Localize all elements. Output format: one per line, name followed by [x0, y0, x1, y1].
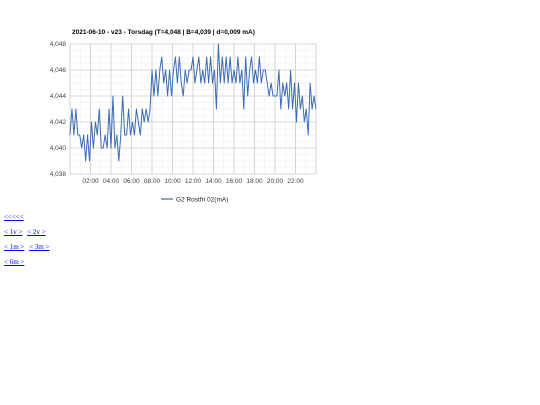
- y-tick-label: 4,048: [50, 41, 67, 48]
- y-tick-label: 4,038: [50, 171, 67, 178]
- line-chart: 2021-06-10 - v23 - Torsdag (T=4,048 | B=…: [50, 29, 317, 204]
- y-tick-label: 4,046: [50, 67, 67, 74]
- y-tick-label: 4,044: [50, 93, 67, 100]
- x-tick-label: 04:00: [103, 178, 120, 185]
- nav-link-2v[interactable]: < 2v >: [27, 228, 46, 236]
- nav-link-3m[interactable]: < 3m >: [29, 243, 50, 251]
- nav-row-4: < 6m >: [4, 258, 27, 266]
- x-tick-label: 22:00: [287, 178, 304, 185]
- chart-title: 2021-06-10 - v23 - Torsdag (T=4,048 | B=…: [72, 29, 255, 36]
- nav-link-1m[interactable]: < 1m >: [4, 243, 25, 251]
- x-tick-label: 20:00: [267, 178, 284, 185]
- y-tick-label: 4,042: [50, 119, 67, 126]
- x-tick-label: 14:00: [205, 178, 222, 185]
- x-tick-label: 06:00: [123, 178, 140, 185]
- y-tick-label: 4,040: [50, 145, 67, 152]
- x-tick-label: 16:00: [226, 178, 243, 185]
- x-tick-label: 02:00: [82, 178, 99, 185]
- x-tick-label: 08:00: [144, 178, 161, 185]
- nav-row-3: < 1m > < 3m >: [4, 243, 52, 251]
- y-axis: 4,038 4,040 4,042 4,044 4,046 4,048: [50, 41, 67, 178]
- nav-row-2: < 1v > < 2v >: [4, 228, 49, 236]
- legend-label: G2 Rostfri 02(mA): [176, 197, 228, 204]
- series-line: [69, 43, 317, 162]
- x-tick-label: 12:00: [185, 178, 202, 185]
- x-axis: 02:00 04:00 06:00 08:00 10:00 12:00 14:00 16:00…: [82, 178, 304, 185]
- legend[interactable]: G2 Rostfri 02(mA): [161, 197, 228, 204]
- x-tick-label: 18:00: [246, 178, 263, 185]
- series-area: [69, 43, 317, 162]
- nav-row-1: <<<<<: [4, 213, 27, 221]
- chart-container: 2021-06-10 - v23 - Torsdag (T=4,048 | B=…: [50, 29, 317, 204]
- x-tick-label: 10:00: [164, 178, 181, 185]
- nav-link-back[interactable]: <<<<<: [4, 213, 24, 221]
- nav-link-1v[interactable]: < 1v >: [4, 228, 23, 236]
- nav-link-6m[interactable]: < 6m >: [4, 258, 25, 266]
